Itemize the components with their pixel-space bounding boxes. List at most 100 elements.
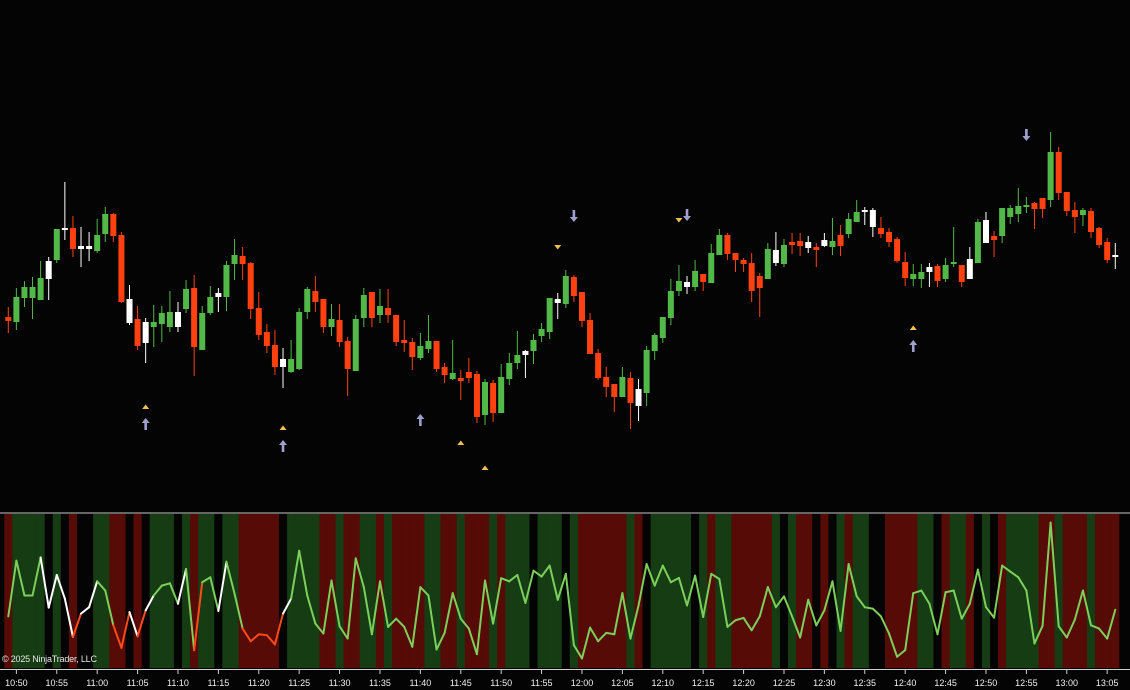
oscillator-band <box>270 514 280 668</box>
oscillator-line-segment <box>694 574 705 619</box>
candle <box>368 292 375 327</box>
oscillator-band <box>44 514 54 668</box>
candle <box>522 350 529 378</box>
oscillator-line-segment <box>702 572 713 619</box>
oscillator-line-segment <box>782 595 794 618</box>
candle-body <box>482 382 489 415</box>
time-axis-label: 11:25 <box>288 678 310 688</box>
candle <box>780 239 787 267</box>
candle-body <box>263 332 270 346</box>
candle-body <box>506 363 513 379</box>
oscillator-line-segment <box>540 564 551 578</box>
oscillator-band <box>456 514 466 668</box>
oscillator-line-segment <box>912 589 923 595</box>
oscillator-line-segment <box>1057 625 1068 639</box>
candle <box>958 265 965 287</box>
candle-body <box>1031 203 1038 209</box>
candle-body <box>191 288 198 347</box>
candle <box>1055 147 1062 200</box>
oscillator-band <box>278 514 288 668</box>
candle-body <box>425 341 432 349</box>
candle <box>158 306 165 342</box>
time-axis-label: 12:25 <box>773 678 796 688</box>
oscillator-band <box>157 514 167 668</box>
candle-body <box>797 241 804 246</box>
candle-body <box>659 317 666 338</box>
candle <box>441 363 448 383</box>
candle-body <box>684 282 691 287</box>
oscillator-line-segment <box>653 564 664 587</box>
candle <box>13 288 20 330</box>
oscillator-band <box>561 514 571 668</box>
candle-body <box>813 247 820 250</box>
oscillator-band <box>93 514 102 668</box>
oscillator-band <box>125 514 134 668</box>
candle-body <box>958 265 965 282</box>
candle-body <box>578 292 585 321</box>
candle-body <box>1112 255 1119 257</box>
candle <box>401 320 408 352</box>
candle <box>142 318 149 363</box>
oscillator-line-segment <box>217 560 228 613</box>
candle <box>61 182 68 240</box>
candle-body <box>118 235 125 302</box>
candle <box>667 279 674 325</box>
candle-body <box>53 229 60 260</box>
candle-body <box>789 242 796 245</box>
candle <box>320 299 327 333</box>
candle-body <box>837 235 844 246</box>
candle <box>199 306 206 350</box>
oscillator-line-segment <box>564 572 575 647</box>
triangle-up-icon <box>142 404 150 409</box>
time-axis-label: 11:20 <box>248 678 270 688</box>
oscillator-band <box>319 514 328 668</box>
oscillator-line-segment <box>370 580 381 636</box>
oscillator-line-segment <box>952 589 963 620</box>
oscillator-line-segment <box>403 625 414 648</box>
oscillator-band <box>545 514 554 668</box>
oscillator-band <box>343 514 352 668</box>
oscillator-line-segment <box>548 564 559 601</box>
oscillator-band <box>295 514 304 668</box>
time-axis-label: 12:55 <box>1015 678 1038 688</box>
candle-body <box>344 341 351 369</box>
oscillator-line-segment <box>427 594 438 651</box>
oscillator-line-segment <box>1009 570 1020 579</box>
candle <box>587 313 594 354</box>
triangle-down-icon <box>554 245 562 250</box>
candle-body <box>255 308 262 335</box>
oscillator-line-segment <box>589 626 600 643</box>
candle-body <box>1088 211 1095 232</box>
oscillator-line-segment <box>791 615 802 639</box>
oscillator-band <box>238 514 247 668</box>
candle <box>538 323 545 342</box>
candle-body <box>619 377 626 397</box>
oscillator-line-segment <box>532 569 543 578</box>
candle <box>126 285 133 325</box>
oscillator-band <box>4 514 13 668</box>
oscillator-line-segment <box>378 580 390 628</box>
candle <box>877 217 884 238</box>
oscillator-band <box>1006 514 1015 668</box>
candle <box>223 261 230 311</box>
oscillator-line-segment <box>362 586 373 636</box>
oscillator-band <box>852 514 862 668</box>
oscillator-line-segment <box>839 563 850 632</box>
candle <box>611 384 618 412</box>
oscillator-band <box>109 514 118 668</box>
oscillator-band <box>666 514 676 668</box>
oscillator-band <box>682 514 692 668</box>
oscillator-line-segment <box>7 559 18 618</box>
oscillator-line-segment <box>807 598 818 627</box>
candle-body <box>821 240 828 246</box>
oscillator-band <box>868 514 878 668</box>
candle <box>449 340 456 380</box>
candle <box>1079 208 1086 226</box>
candle <box>1063 192 1070 216</box>
candle <box>29 277 36 319</box>
oscillator-line-segment <box>346 557 357 640</box>
oscillator-band <box>375 514 385 668</box>
candle <box>869 208 876 237</box>
oscillator-band <box>141 514 150 668</box>
candle <box>716 229 723 255</box>
